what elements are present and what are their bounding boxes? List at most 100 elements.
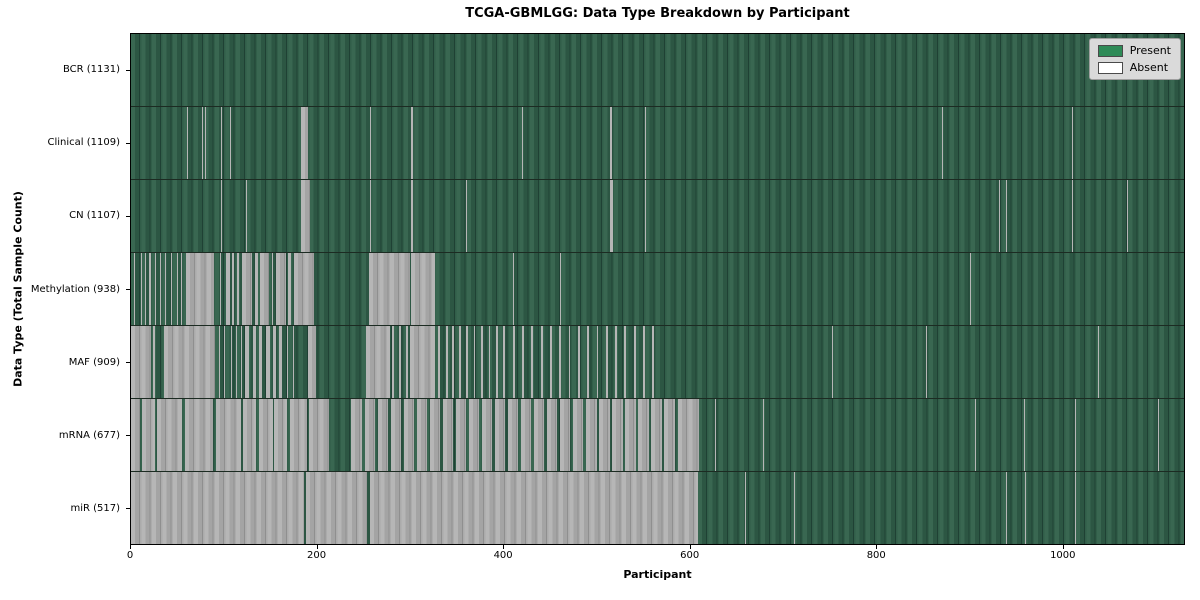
absent-segment [273,326,277,398]
xtick-mark [130,545,131,549]
absent-segment [438,326,441,398]
row-mrna [131,399,1184,472]
absent-segment [612,399,623,471]
absent-segment [377,399,388,471]
absent-segment [1075,472,1076,544]
absent-segment [186,107,188,179]
absent-segment [293,326,294,398]
absent-segment [745,472,747,544]
absent-segment [221,107,223,179]
ytick-label-bcr: BCR (1131) [62,64,120,76]
absent-segment [274,399,288,471]
absent-segment [370,472,698,544]
absent-segment [488,326,491,398]
absent-segment [260,253,269,325]
absent-segment [403,399,415,471]
absent-segment [644,180,646,252]
absent-segment [258,399,273,471]
ytick-mark [126,289,130,290]
absent-segment [165,253,167,325]
absent-segment [664,399,675,471]
absent-segment [364,399,375,471]
row-methylation [131,253,1184,326]
absent-segment [473,326,476,398]
absent-segment [287,326,289,398]
absent-segment [624,326,627,398]
absent-segment [941,107,943,179]
absent-segment [559,326,562,398]
xtick-label-400: 400 [493,550,513,561]
absent-segment [185,399,213,471]
absent-segment [242,399,256,471]
absent-segment [155,253,157,325]
absent-segment [615,326,617,398]
ytick-mark [126,69,130,71]
absent-segment [1157,399,1159,471]
legend-swatch-absent [1097,61,1123,74]
absent-segment [651,399,662,471]
absent-segment [416,399,428,471]
absent-segment [573,399,584,471]
absent-segment [466,180,468,252]
absent-segment [1024,472,1026,544]
absent-segment [587,326,590,398]
absent-segment [1006,180,1008,252]
absent-segment [411,107,414,179]
absent-segment [229,107,231,179]
ytick-label-maf: MAF (909) [68,356,120,368]
absent-segment [176,253,178,325]
absent-segment [215,399,241,471]
absent-segment [153,326,156,398]
absent-segment [577,326,580,398]
absent-segment [252,326,256,398]
absent-segment [240,326,242,398]
xtick-label-600: 600 [680,550,700,561]
absent-segment [365,326,390,398]
absent-segment [236,326,238,398]
row-bcr [131,34,1184,107]
ytick-label-cn: CN (1107) [69,210,120,222]
absent-segment [832,326,833,398]
absent-segment [271,253,274,325]
absent-segment [254,253,258,325]
ytick-mark [126,508,130,510]
absent-segment [163,326,215,398]
absent-segment [1127,180,1129,252]
absent-segment [429,399,441,471]
absent-segment [644,107,646,179]
absent-segment [503,326,506,398]
absent-segment [307,326,317,398]
xtick-label-800: 800 [866,550,886,561]
absent-segment [288,253,292,325]
absent-segment [137,253,139,325]
legend-item-present: Present [1097,44,1171,57]
absent-segment [290,399,307,471]
absent-segment [599,399,610,471]
absent-segment [133,253,135,325]
absent-segment [1072,180,1074,252]
absent-segment [301,107,308,179]
absent-segment [445,326,448,398]
absent-segment [219,326,221,398]
row-mir [131,472,1184,544]
absent-segment [512,253,514,325]
absent-segment [495,326,498,398]
absent-segment [522,326,524,398]
legend: Present Absent [1088,38,1181,80]
x-axis-label: Participant [623,568,692,581]
absent-segment [1075,399,1076,471]
absent-segment [293,253,315,325]
ytick-mark [126,362,130,364]
absent-segment [201,107,203,179]
xtick-label-200: 200 [307,550,327,561]
absent-segment [652,326,655,398]
ytick-label-mrna: mRNA (677) [58,429,120,441]
absent-segment [508,399,519,471]
xtick-mark [689,545,691,549]
absent-segment [369,253,411,325]
xtick-mark [876,545,878,549]
absent-segment [442,399,454,471]
absent-segment [625,399,636,471]
absent-segment [512,326,515,398]
absent-segment [221,180,223,252]
